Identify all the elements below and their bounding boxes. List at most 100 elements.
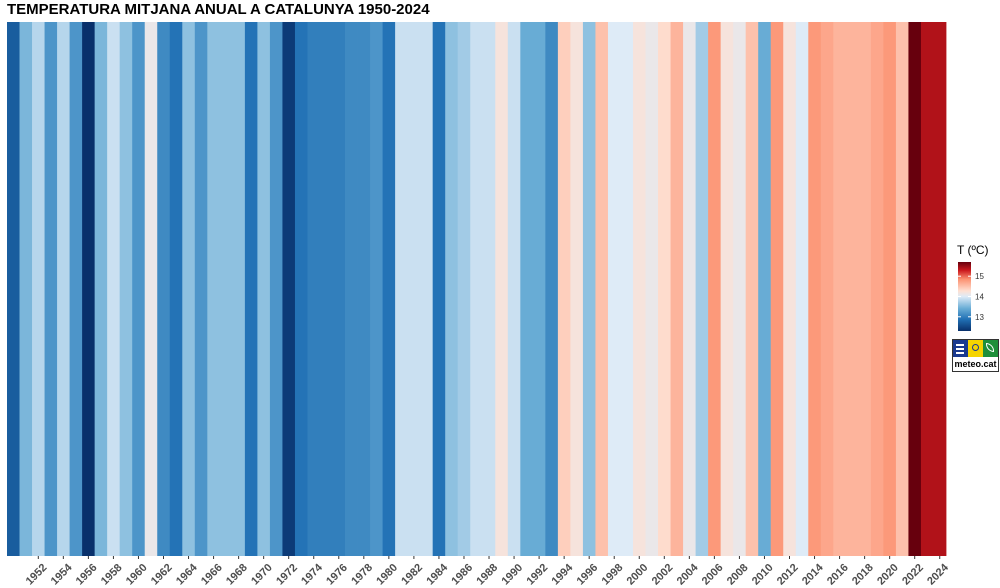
x-tick-label: 1990 <box>499 562 525 588</box>
stripe-2009 <box>745 22 759 556</box>
colorbar-gradient <box>958 262 971 331</box>
stripe-2000 <box>633 22 646 556</box>
x-tick-label: 2012 <box>775 562 801 588</box>
stripe-1977 <box>345 22 358 556</box>
stripe-2017 <box>845 22 859 556</box>
stripe-1990 <box>507 22 521 556</box>
stripe-1992 <box>532 22 546 556</box>
stripe-2008 <box>733 22 747 556</box>
stripe-1983 <box>420 22 434 556</box>
stripe-2016 <box>833 22 847 556</box>
x-tick-label: 1974 <box>299 561 325 587</box>
stripe-1955 <box>69 22 83 556</box>
x-tick-label: 2016 <box>825 562 851 588</box>
stripe-1970 <box>257 22 271 556</box>
x-tick-label: 1952 <box>24 562 50 588</box>
stripe-1952 <box>32 22 45 556</box>
x-tick-label: 1970 <box>249 562 275 588</box>
stripe-1957 <box>94 22 108 556</box>
colorbar-tick-label: 14 <box>975 293 984 302</box>
stripe-1994 <box>557 22 571 556</box>
x-tick-label: 1962 <box>149 562 175 588</box>
x-tick-label: 2004 <box>675 561 701 587</box>
menu-icon <box>953 340 968 357</box>
stripe-2015 <box>820 22 834 556</box>
x-tick-label: 2018 <box>850 562 876 588</box>
x-tick-label: 1976 <box>324 562 350 588</box>
stripe-1981 <box>395 22 409 556</box>
stripe-1987 <box>470 22 484 556</box>
x-tick-label: 1960 <box>124 562 150 588</box>
stripe-1965 <box>194 22 208 556</box>
stripe-1967 <box>219 22 233 556</box>
colorbar-tick-label: 13 <box>975 313 984 322</box>
x-tick-label: 1956 <box>74 562 100 588</box>
x-tick-label: 2020 <box>875 562 901 588</box>
stripe-1963 <box>169 22 183 556</box>
stripe-1951 <box>19 22 33 556</box>
stripe-2012 <box>783 22 797 556</box>
stripes-chart: 1952 1954 1956 1958 1960 1962 1964 1966 1968 1970… <box>7 22 950 588</box>
stripe-1993 <box>545 22 559 556</box>
colorbar-title: T (ºC) <box>957 243 989 257</box>
leaf-icon <box>983 340 998 357</box>
stripe-1979 <box>370 22 383 556</box>
x-tick-label: 1966 <box>199 562 225 588</box>
x-tick-label: 1984 <box>424 561 450 587</box>
x-tick-label: 1980 <box>374 562 400 588</box>
stripe-2024 <box>933 22 947 556</box>
stripe-2014 <box>808 22 822 556</box>
stripe-1989 <box>495 22 509 556</box>
stripe-2006 <box>708 22 722 556</box>
stripe-2005 <box>695 22 709 556</box>
stripe-1995 <box>570 22 584 556</box>
x-tick-label: 1992 <box>525 562 551 588</box>
x-tick-label: 2010 <box>750 562 776 588</box>
stripe-1969 <box>244 22 258 556</box>
stripe-1962 <box>157 22 171 556</box>
stripe-1991 <box>520 22 534 556</box>
stripe-1982 <box>407 22 421 556</box>
stripes-group <box>7 22 947 556</box>
stripe-1950 <box>7 22 20 556</box>
stripe-2001 <box>645 22 659 556</box>
x-tick-label: 1964 <box>174 561 200 587</box>
chart-title: TEMPERATURA MITJANA ANUAL A CATALUNYA 19… <box>7 1 430 18</box>
stripe-1975 <box>320 22 333 556</box>
stripe-1972 <box>282 22 296 556</box>
stripe-1973 <box>294 22 308 556</box>
stripe-2007 <box>720 22 734 556</box>
colorbar-ticks: 13 14 15 <box>958 272 984 322</box>
stripe-2020 <box>883 22 897 556</box>
x-tick-label: 1994 <box>550 561 576 587</box>
stripe-2011 <box>770 22 784 556</box>
x-tick-label: 1968 <box>224 562 250 588</box>
stripe-1980 <box>382 22 396 556</box>
x-axis: 1952 1954 1956 1958 1960 1962 1964 1966 1968 1970… <box>24 556 950 588</box>
stripe-1985 <box>445 22 459 556</box>
x-tick-label: 2000 <box>625 562 651 588</box>
stripe-1959 <box>119 22 133 556</box>
stripe-2010 <box>758 22 772 556</box>
x-tick-label: 1978 <box>349 562 375 588</box>
stripe-2004 <box>683 22 696 556</box>
stripe-2019 <box>870 22 884 556</box>
stripe-1968 <box>232 22 246 556</box>
stripe-1958 <box>107 22 121 556</box>
x-tick-label: 1986 <box>449 562 475 588</box>
stripe-1974 <box>307 22 321 556</box>
x-tick-label: 2006 <box>700 562 726 588</box>
stripe-2023 <box>920 22 934 556</box>
sun-icon <box>968 340 983 357</box>
x-tick-label: 1972 <box>274 562 300 588</box>
stripe-2021 <box>895 22 909 556</box>
stripe-2002 <box>658 22 671 556</box>
stripe-1996 <box>582 22 596 556</box>
stripe-1956 <box>82 22 96 556</box>
stripe-1976 <box>332 22 346 556</box>
stripe-1978 <box>357 22 371 556</box>
stripe-1964 <box>182 22 196 556</box>
x-tick-label: 2024 <box>925 561 950 587</box>
stripe-1998 <box>607 22 621 556</box>
stripe-2013 <box>795 22 809 556</box>
